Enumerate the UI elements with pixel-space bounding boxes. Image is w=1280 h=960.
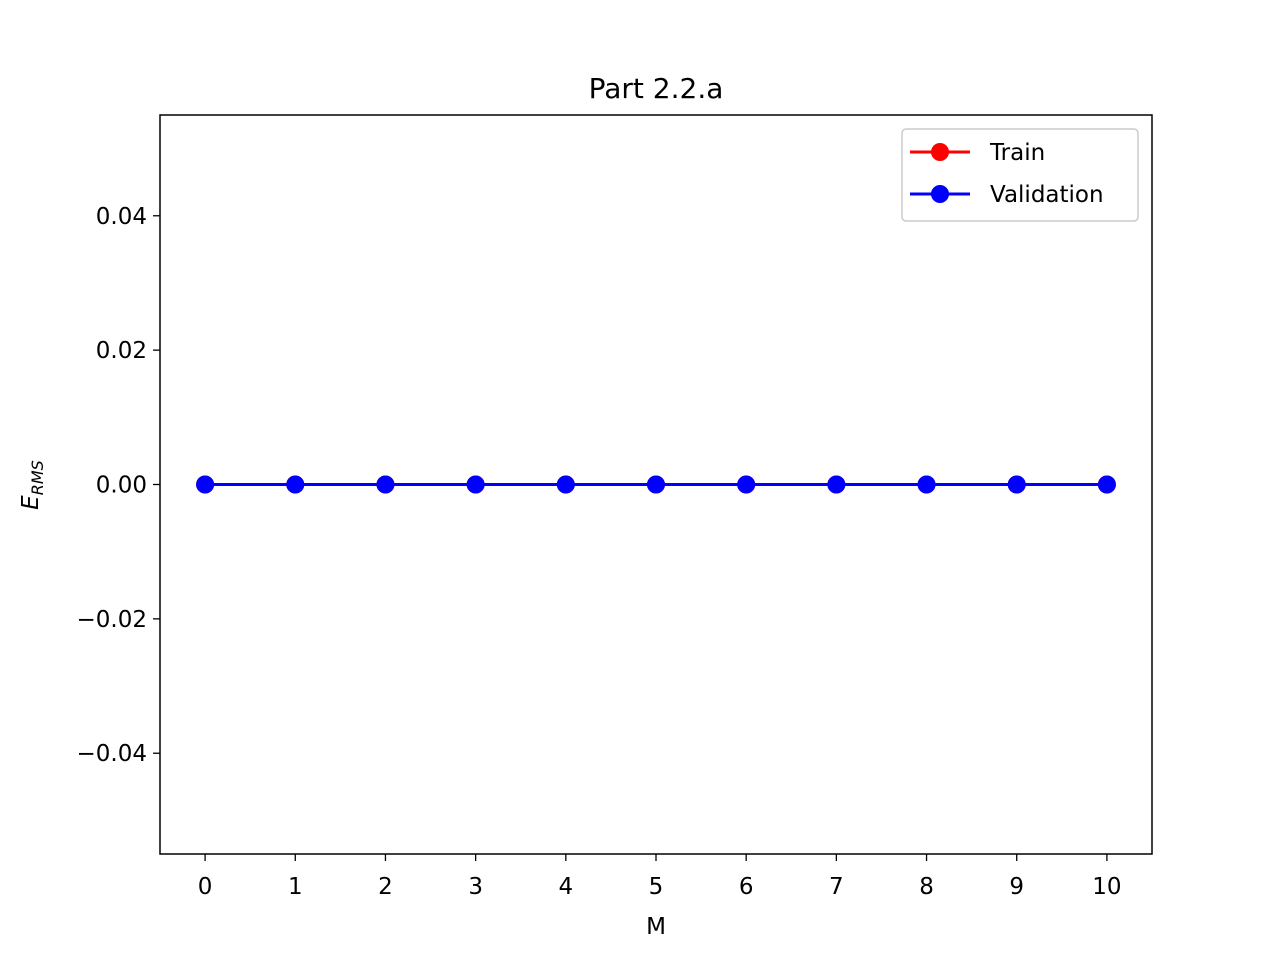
y-tick-label: 0.00 [96,473,147,499]
validation-data-point [196,475,215,494]
plot-area [196,475,1116,494]
validation-data-point [737,475,756,494]
validation-data-point [556,475,575,494]
x-tick-label: 6 [739,874,754,900]
x-tick-label: 10 [1092,874,1121,900]
x-tick-label: 7 [829,874,844,900]
x-axis-label: M [646,914,666,940]
legend-validation-label: Validation [990,182,1104,208]
y-axis-label-main: E [18,495,44,510]
x-tick-label: 4 [558,874,573,900]
y-tick-label: −0.04 [77,741,147,767]
x-tick-label: 1 [288,874,303,900]
y-tick-label: −0.02 [77,607,147,633]
y-axis-label: ERMS [18,460,47,510]
legend: Train Validation [901,128,1139,222]
legend-train-marker [931,143,949,161]
y-axis-label-subscript: RMS [28,460,47,495]
x-tick-label: 2 [378,874,393,900]
x-tick-label: 3 [468,874,483,900]
validation-data-point [1007,475,1026,494]
x-tick-label: 8 [919,874,934,900]
x-axis: 0 1 2 3 4 5 6 7 8 9 10 [198,854,1122,900]
validation-data-point [286,475,305,494]
validation-data-point [917,475,936,494]
chart-title: Part 2.2.a [589,72,724,105]
validation-data-point [827,475,846,494]
validation-data-point [647,475,665,494]
legend-train-label: Train [989,140,1045,166]
validation-data-point [1097,475,1116,494]
y-tick-label: 0.04 [96,204,147,230]
x-tick-label: 9 [1009,874,1024,900]
x-tick-label: 0 [198,874,213,900]
validation-data-point [376,475,395,494]
legend-validation-marker [931,185,949,203]
x-tick-label: 5 [649,874,664,900]
validation-data-point [466,475,485,494]
y-axis: −0.04 −0.02 0.00 0.02 0.04 [77,204,160,767]
y-tick-label: 0.02 [96,338,147,364]
